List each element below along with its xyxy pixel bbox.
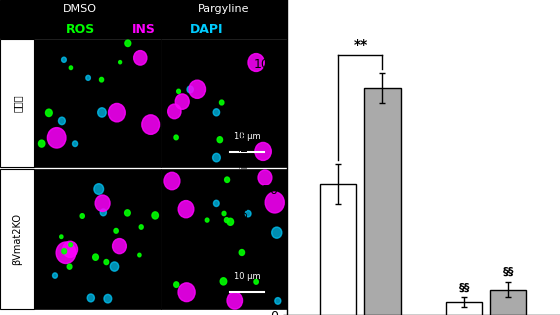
Circle shape: [248, 54, 264, 72]
Bar: [491, 290, 526, 315]
Circle shape: [95, 195, 110, 211]
Circle shape: [225, 218, 229, 223]
Circle shape: [125, 40, 131, 47]
Text: §§: §§: [459, 282, 470, 292]
Circle shape: [62, 57, 66, 62]
Text: ROS: ROS: [66, 23, 95, 36]
Circle shape: [110, 262, 119, 271]
Circle shape: [222, 211, 226, 216]
Text: 野生型: 野生型: [12, 94, 22, 112]
Circle shape: [174, 282, 179, 287]
Text: **: **: [353, 38, 367, 52]
Bar: [365, 88, 400, 315]
Circle shape: [174, 135, 178, 140]
Text: 10 μm: 10 μm: [234, 272, 260, 281]
Circle shape: [189, 80, 206, 98]
Circle shape: [213, 200, 219, 207]
Circle shape: [265, 192, 284, 213]
Circle shape: [109, 103, 125, 122]
Circle shape: [119, 60, 122, 64]
Circle shape: [92, 254, 99, 260]
Text: §§: §§: [503, 267, 514, 277]
Circle shape: [239, 249, 245, 255]
Circle shape: [220, 278, 227, 285]
Circle shape: [45, 109, 52, 117]
Circle shape: [53, 273, 58, 278]
Circle shape: [100, 77, 104, 82]
Bar: [34, 169, 161, 309]
Circle shape: [255, 142, 271, 160]
Circle shape: [152, 212, 158, 219]
Circle shape: [87, 294, 95, 302]
Text: DAPI: DAPI: [190, 23, 223, 36]
Circle shape: [80, 214, 85, 218]
Circle shape: [187, 86, 193, 93]
Circle shape: [69, 66, 73, 70]
Circle shape: [164, 172, 180, 190]
Circle shape: [94, 184, 104, 194]
Circle shape: [275, 298, 281, 304]
Circle shape: [72, 141, 78, 146]
Circle shape: [100, 209, 106, 216]
Circle shape: [67, 264, 72, 269]
Circle shape: [58, 117, 66, 125]
Circle shape: [114, 228, 118, 233]
Bar: [320, 184, 356, 315]
Bar: [0, 169, 34, 309]
Text: INS: INS: [132, 23, 155, 36]
Circle shape: [48, 128, 66, 148]
Circle shape: [56, 242, 76, 264]
Text: Pargyline: Pargyline: [198, 4, 249, 14]
Circle shape: [225, 177, 230, 182]
Circle shape: [178, 283, 195, 302]
Circle shape: [254, 279, 258, 284]
Circle shape: [63, 241, 77, 257]
Text: 10 μm: 10 μm: [234, 132, 260, 141]
Circle shape: [217, 137, 222, 143]
Circle shape: [104, 295, 112, 303]
Circle shape: [176, 89, 180, 93]
Text: DMSO: DMSO: [63, 4, 97, 14]
Circle shape: [113, 238, 127, 254]
Circle shape: [142, 115, 160, 135]
Circle shape: [97, 108, 106, 117]
Circle shape: [178, 201, 194, 218]
Circle shape: [69, 243, 72, 247]
Circle shape: [227, 292, 242, 309]
Bar: [161, 169, 287, 309]
Circle shape: [138, 253, 141, 257]
Circle shape: [104, 260, 109, 265]
Circle shape: [272, 227, 282, 238]
Circle shape: [245, 210, 251, 217]
Circle shape: [213, 109, 220, 116]
Circle shape: [206, 218, 209, 222]
Bar: [446, 302, 482, 315]
Bar: [34, 39, 161, 167]
Circle shape: [139, 225, 143, 229]
Circle shape: [134, 51, 147, 65]
Y-axis label: ROS intensity in Ins+ cells: ROS intensity in Ins+ cells: [240, 89, 250, 226]
Circle shape: [86, 75, 90, 80]
Circle shape: [124, 210, 130, 216]
Circle shape: [62, 249, 67, 254]
Circle shape: [220, 100, 224, 105]
Text: βVmat2KO: βVmat2KO: [12, 213, 22, 265]
Circle shape: [258, 170, 272, 185]
Bar: [0, 0, 287, 38]
Circle shape: [167, 104, 181, 119]
Circle shape: [175, 94, 189, 109]
Circle shape: [60, 235, 63, 238]
Bar: [0, 39, 34, 167]
Circle shape: [227, 218, 234, 225]
Circle shape: [213, 153, 220, 162]
Bar: [161, 39, 287, 167]
Circle shape: [39, 140, 45, 147]
